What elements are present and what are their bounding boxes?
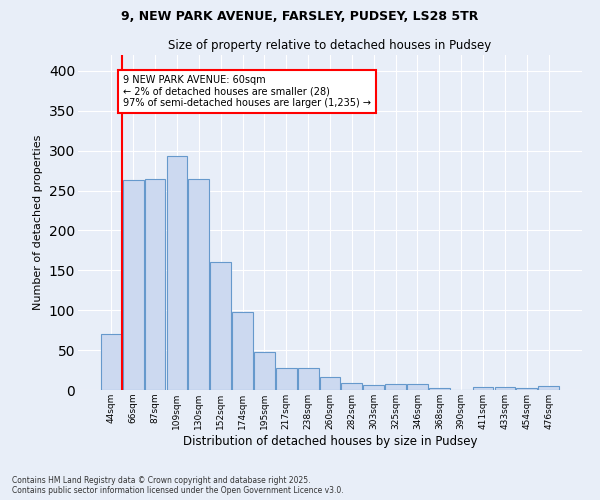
Bar [538,386,559,390]
Bar [473,387,493,390]
Bar [145,178,166,390]
Bar [298,368,319,390]
Y-axis label: Number of detached properties: Number of detached properties [33,135,43,310]
Bar [320,377,340,390]
Bar [276,368,296,390]
Bar [188,178,209,390]
Bar [123,180,143,390]
Bar [429,388,450,390]
Text: 9, NEW PARK AVENUE, FARSLEY, PUDSEY, LS28 5TR: 9, NEW PARK AVENUE, FARSLEY, PUDSEY, LS2… [121,10,479,23]
Bar [210,262,231,390]
Bar [385,384,406,390]
Text: 9 NEW PARK AVENUE: 60sqm
← 2% of detached houses are smaller (28)
97% of semi-de: 9 NEW PARK AVENUE: 60sqm ← 2% of detache… [124,75,371,108]
Bar [254,352,275,390]
Bar [407,384,428,390]
Bar [494,387,515,390]
Title: Size of property relative to detached houses in Pudsey: Size of property relative to detached ho… [169,40,491,52]
Bar [364,385,384,390]
Bar [232,312,253,390]
Text: Contains HM Land Registry data © Crown copyright and database right 2025.
Contai: Contains HM Land Registry data © Crown c… [12,476,344,495]
Bar [517,388,537,390]
X-axis label: Distribution of detached houses by size in Pudsey: Distribution of detached houses by size … [183,434,477,448]
Bar [101,334,122,390]
Bar [167,156,187,390]
Bar [341,383,362,390]
